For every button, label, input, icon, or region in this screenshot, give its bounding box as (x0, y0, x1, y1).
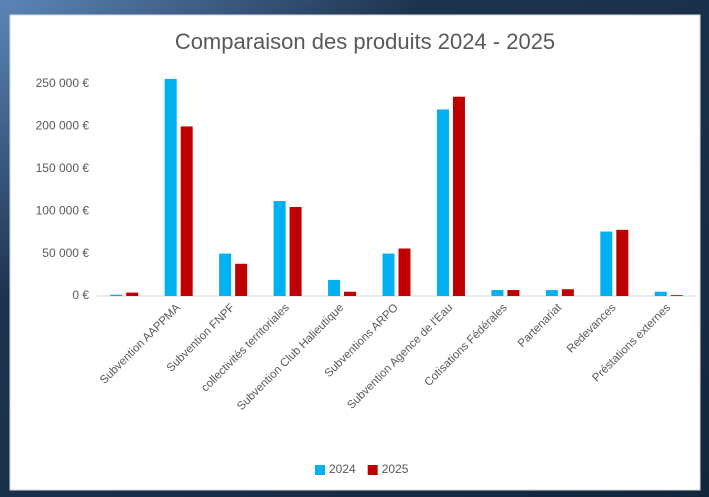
bar (382, 253, 395, 296)
bar (126, 292, 139, 296)
bar (545, 290, 558, 296)
bar (273, 201, 286, 296)
legend-swatch (315, 465, 325, 475)
bar (328, 279, 341, 296)
bar (110, 294, 123, 296)
bar (219, 253, 232, 296)
y-tick-label: 250 000 € (36, 76, 90, 90)
chart-title: Comparaison des produits 2024 - 2025 (175, 29, 555, 54)
bar (491, 290, 504, 296)
bar (180, 126, 193, 297)
y-tick-label: 0 € (72, 288, 89, 302)
bar (670, 295, 683, 296)
bar (235, 263, 248, 296)
bar (436, 109, 449, 296)
bar (616, 229, 629, 296)
legend-swatch (367, 465, 378, 475)
y-tick-label: 200 000 € (36, 119, 90, 133)
bar (398, 248, 411, 296)
bar (654, 291, 667, 296)
bar (600, 231, 613, 296)
bar (289, 206, 302, 296)
y-tick-label: 50 000 € (42, 246, 89, 260)
bar (561, 289, 574, 296)
y-tick-label: 100 000 € (36, 203, 90, 217)
bar (164, 78, 177, 296)
bar (507, 290, 520, 296)
legend-label: 2025 (382, 462, 409, 476)
chart-area (9, 14, 701, 491)
bar (344, 291, 357, 296)
legend-label: 2024 (329, 462, 356, 476)
bar (452, 96, 465, 296)
y-tick-label: 150 000 € (36, 161, 90, 175)
